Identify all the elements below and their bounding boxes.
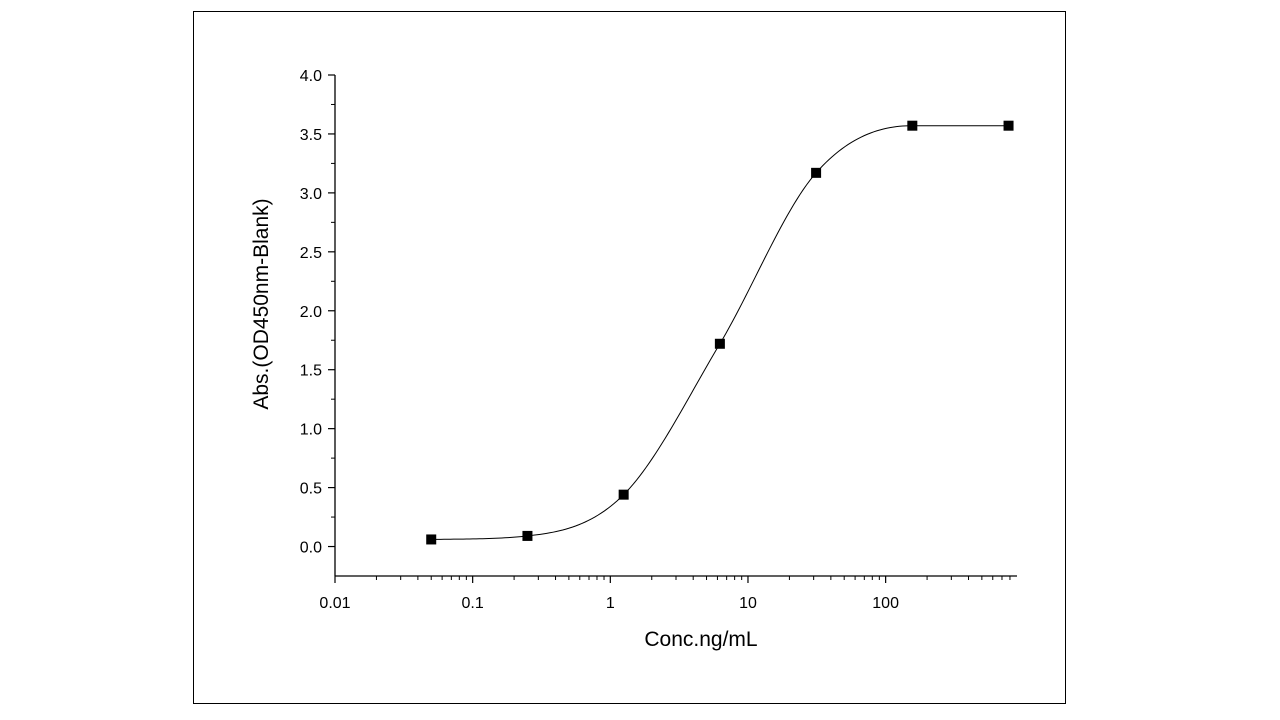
fit-curve-group	[431, 125, 1009, 540]
y-tick-label: 0.5	[300, 481, 322, 498]
data-point	[714, 338, 725, 349]
x-tick-label: 0.01	[319, 595, 350, 612]
y-tick-label: 4.0	[300, 68, 322, 85]
data-point	[618, 489, 629, 500]
fit-curve	[431, 125, 1009, 540]
x-tick-label: 10	[739, 595, 757, 612]
y-tick-label: 3.0	[300, 186, 322, 203]
data-point	[811, 167, 822, 178]
y-tick-label: 1.0	[300, 422, 322, 439]
y-tick-label: 2.5	[300, 245, 322, 262]
ticks: 0.01 0.1 1 10 100 0.0 0.5 1.0 1.5 2.0 2.5 3.0 3.5 4.0	[300, 68, 1011, 612]
data-point	[1003, 120, 1014, 131]
x-axis-title: Conc.ng/mL	[644, 628, 757, 651]
x-tick-label: 1	[606, 595, 615, 612]
y-tick-label: 0.0	[300, 540, 322, 557]
axes	[334, 75, 1017, 577]
x-tick-label: 0.1	[462, 595, 484, 612]
y-tick-label: 2.0	[300, 304, 322, 321]
data-point	[426, 534, 437, 545]
y-tick-label: 3.5	[300, 127, 322, 144]
data-point	[907, 120, 918, 131]
y-axis-title: Abs.(OD450nm-Blank)	[250, 198, 273, 409]
figure-frame	[193, 11, 1066, 704]
y-tick-label: 1.5	[300, 363, 322, 380]
x-tick-label: 100	[872, 595, 899, 612]
data-point	[522, 530, 533, 541]
data-points	[426, 120, 1014, 545]
